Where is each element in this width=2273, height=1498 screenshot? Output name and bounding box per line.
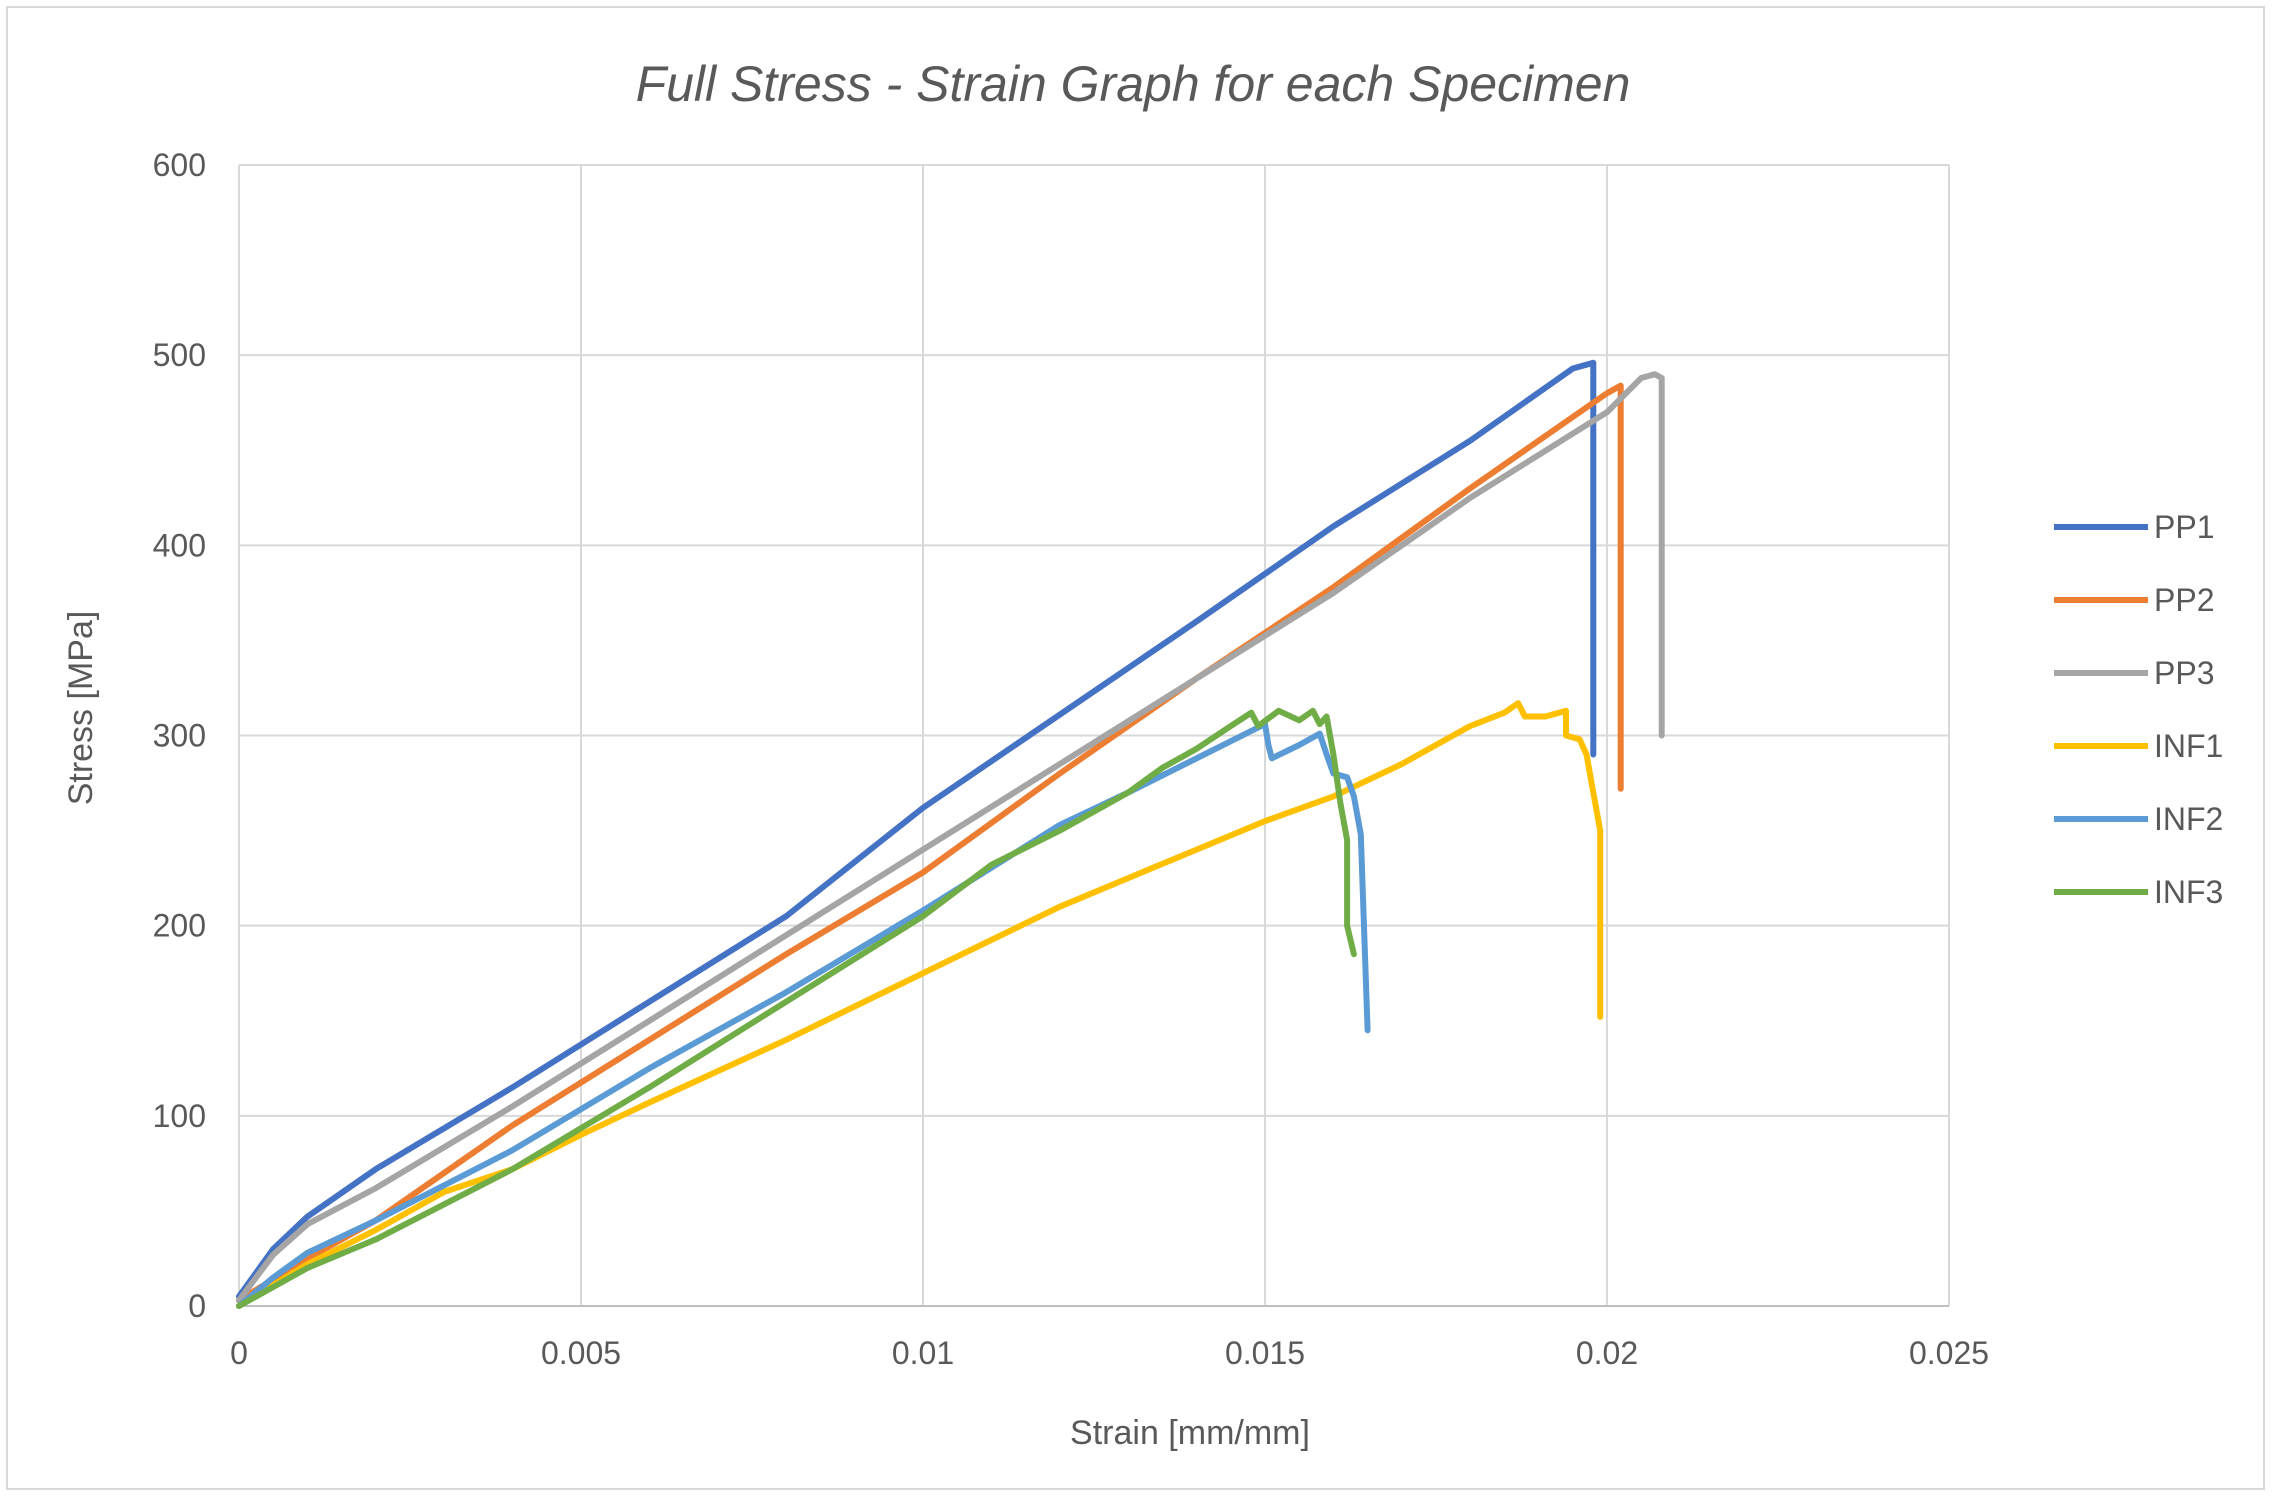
y-tick-label: 600 (153, 147, 206, 183)
y-tick-labels: 0 100 200 300 400 500 600 (153, 147, 206, 1324)
series-line-pp3 (236, 371, 1665, 1304)
legend-item-inf3[interactable]: INF3 (2054, 874, 2223, 910)
y-tick-label: 300 (153, 718, 206, 754)
legend-item-inf2[interactable]: INF2 (2054, 801, 2223, 837)
series-line-inf2 (236, 721, 1371, 1309)
y-tick-label: 500 (153, 337, 206, 373)
legend-label: INF3 (2154, 874, 2223, 910)
legend-item-pp2[interactable]: PP2 (2054, 582, 2214, 618)
chart-title: Full Stress - Strain Graph for each Spec… (636, 56, 1631, 112)
x-axis-label: Strain [mm/mm] (1070, 1414, 1310, 1452)
chart-svg: Full Stress - Strain Graph for each Spec… (62, 56, 2223, 1452)
x-tick-label: 0.005 (541, 1335, 621, 1371)
legend-label: INF1 (2154, 728, 2223, 764)
x-tick-label: 0.01 (892, 1335, 954, 1371)
y-tick-label: 200 (153, 908, 206, 944)
series-line-inf3 (236, 707, 1357, 1309)
y-tick-label: 100 (153, 1098, 206, 1134)
x-tick-label: 0 (230, 1335, 248, 1371)
legend-label: PP2 (2154, 582, 2214, 618)
x-tick-label: 0.015 (1225, 1335, 1305, 1371)
legend-label: PP3 (2154, 655, 2214, 691)
y-tick-label: 400 (153, 527, 206, 563)
series-line-pp2 (236, 382, 1624, 1304)
legend-item-pp1[interactable]: PP1 (2054, 509, 2214, 545)
legend-item-pp3[interactable]: PP3 (2054, 655, 2214, 691)
y-axis-label: Stress [MPa] (62, 611, 100, 806)
x-tick-label: 0.02 (1576, 1335, 1638, 1371)
x-tick-label: 0.025 (1909, 1335, 1989, 1371)
legend-label: INF2 (2154, 801, 2223, 837)
y-tick-label: 0 (188, 1288, 206, 1324)
series-lines (236, 359, 1665, 1309)
legend-item-inf1[interactable]: INF1 (2054, 728, 2223, 764)
x-tick-labels: 0 0.005 0.01 0.015 0.02 0.025 (230, 1335, 1989, 1371)
series-line-inf1 (236, 700, 1604, 1309)
legend-label: PP1 (2154, 509, 2214, 545)
chart-frame: Full Stress - Strain Graph for each Spec… (6, 6, 2265, 1490)
legend[interactable]: PP1 PP2 PP3 INF1 INF2 INF3 (2054, 509, 2223, 910)
series-line-pp1 (236, 359, 1597, 1300)
